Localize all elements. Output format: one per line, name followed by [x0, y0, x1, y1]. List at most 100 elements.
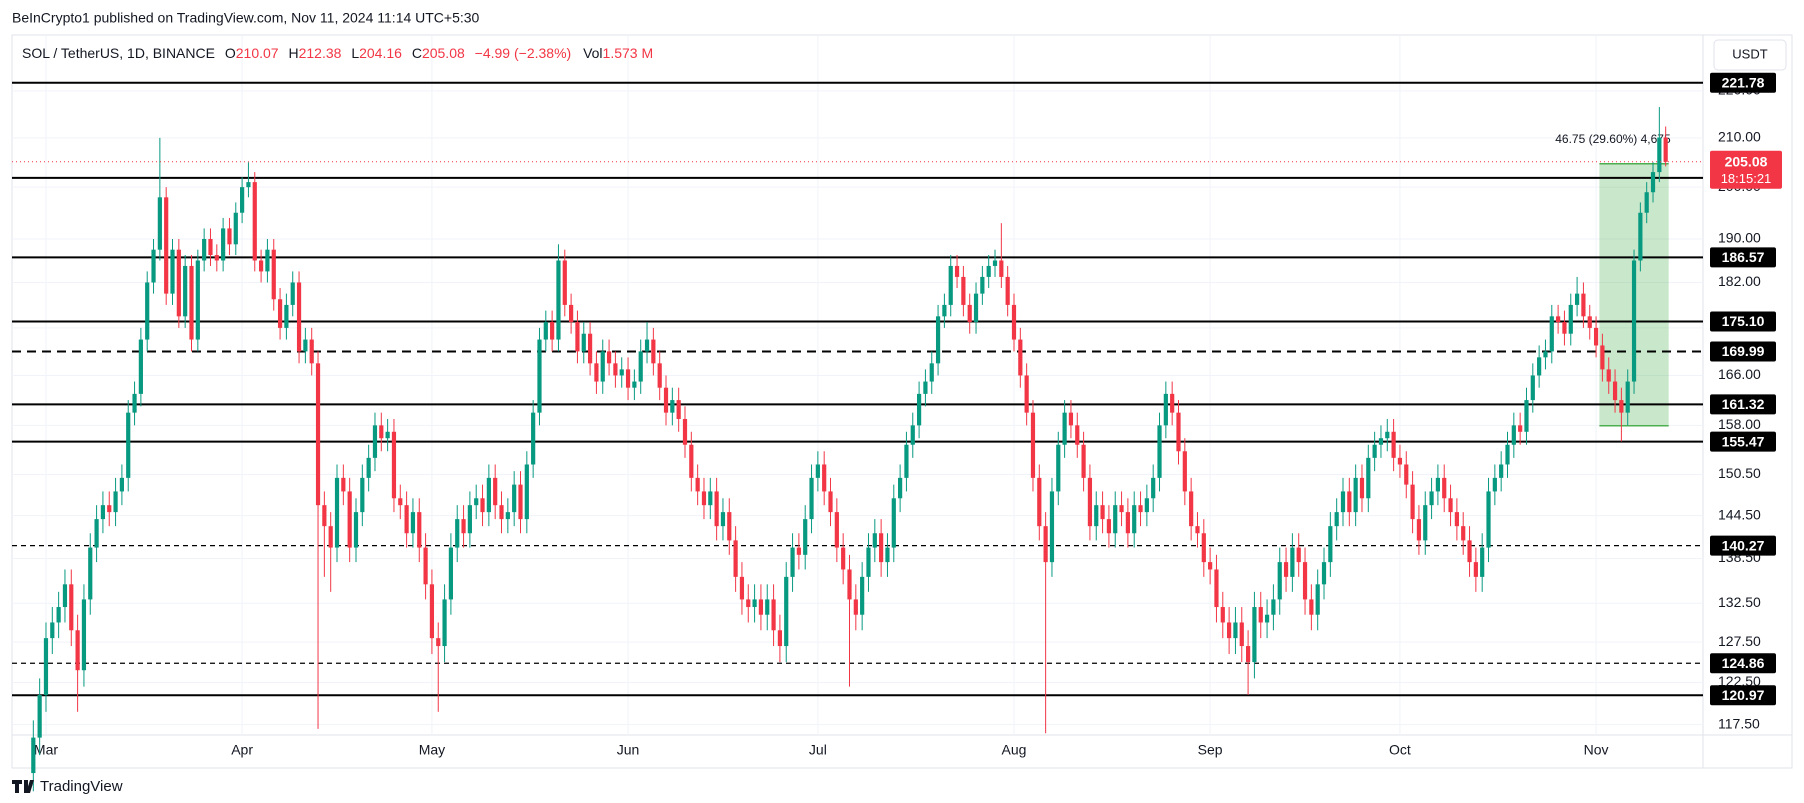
candle-body	[1106, 519, 1112, 534]
candle-body	[455, 519, 460, 548]
candle-body	[1359, 477, 1365, 499]
candle-body	[126, 412, 131, 478]
candle-body	[942, 304, 947, 317]
candle-body	[467, 505, 472, 534]
candle-body	[872, 533, 877, 548]
candle-body	[948, 265, 953, 305]
level-label: 140.27	[1722, 537, 1765, 553]
candle-body	[1170, 393, 1175, 413]
candle-body	[961, 276, 966, 305]
candle-body	[670, 400, 675, 413]
candle-body	[1593, 327, 1599, 346]
candle-body	[1340, 491, 1346, 513]
countdown-label: 18:15:21	[1721, 171, 1772, 186]
candle-body	[303, 339, 308, 352]
legend-value: 204.16	[359, 45, 402, 61]
candle-body	[208, 238, 213, 256]
level-label: 124.86	[1722, 655, 1765, 671]
pane-frame	[11, 34, 1793, 769]
y-tick-label: 158.00	[1718, 416, 1761, 432]
candle-body	[651, 339, 656, 364]
candle-body	[1151, 477, 1156, 499]
candle-body	[784, 576, 789, 647]
level-label: 221.78	[1722, 74, 1765, 90]
candle-body	[1233, 622, 1238, 639]
candle-body	[879, 533, 884, 563]
level-label-box	[1710, 685, 1776, 706]
candle-body	[992, 260, 998, 266]
candle-body	[587, 333, 593, 364]
candle-body	[1397, 457, 1403, 465]
candle-body	[518, 484, 523, 520]
candle-body	[1657, 137, 1662, 173]
level-label-box	[1710, 653, 1776, 674]
candle-body	[1081, 444, 1086, 478]
x-tick-label: Sep	[1198, 742, 1223, 758]
candle-body	[31, 737, 36, 774]
candle-body	[1587, 316, 1592, 328]
candle-body	[777, 630, 783, 647]
candle-body	[1404, 464, 1409, 485]
candle-body	[214, 255, 219, 261]
legend-key: C	[412, 45, 422, 61]
candle-body	[1005, 276, 1010, 305]
candle-body	[119, 477, 124, 492]
candle-body	[708, 491, 713, 506]
candle-body	[663, 387, 669, 413]
candle-body	[1113, 505, 1118, 534]
y-tick-label: 166.00	[1718, 366, 1761, 382]
candle-body	[309, 339, 314, 364]
candle-body	[1321, 562, 1327, 585]
candle-body	[543, 322, 548, 340]
candle-body	[1062, 412, 1067, 445]
candle-body	[1011, 304, 1017, 340]
candle-body	[1189, 491, 1194, 527]
candle-body	[347, 491, 352, 548]
candle-body	[1454, 512, 1459, 527]
candle-body	[1467, 540, 1472, 563]
candle-body	[512, 484, 517, 513]
candle-body	[360, 477, 365, 513]
candle-body	[1302, 562, 1308, 600]
candle-body	[765, 599, 770, 615]
candle-body	[1163, 393, 1168, 426]
candle-body	[714, 491, 719, 527]
y-tick-label: 190.00	[1718, 230, 1761, 246]
y-tick-label: 150.50	[1718, 465, 1761, 481]
candle-body	[62, 584, 68, 608]
candle-body	[986, 265, 991, 277]
candle-body	[227, 228, 232, 245]
candle-body	[37, 694, 42, 738]
y-tick-label: 144.50	[1718, 506, 1761, 522]
candle-body	[1391, 431, 1396, 458]
candle-body	[1423, 505, 1428, 541]
candle-body	[284, 304, 289, 328]
candle-body	[1435, 477, 1441, 492]
legend-value: 210.07	[236, 45, 279, 61]
candle-body	[1568, 304, 1573, 334]
candle-body	[170, 249, 175, 294]
candle-body	[379, 425, 384, 439]
y-tick-label: 127.50	[1718, 633, 1761, 649]
candle-body	[1372, 444, 1377, 458]
candle-body	[790, 547, 795, 577]
candle-body	[657, 363, 662, 388]
candle-body	[448, 547, 453, 600]
candle-body	[916, 393, 922, 426]
candle-body	[1030, 412, 1036, 478]
currency-button[interactable]	[1713, 39, 1787, 71]
candle-body	[904, 444, 909, 478]
candle-body	[1056, 444, 1061, 492]
candle-body	[315, 363, 321, 506]
candle-body	[423, 547, 428, 585]
candle-body	[600, 351, 605, 382]
candle-body	[50, 622, 55, 639]
price-box	[1710, 150, 1782, 189]
candle-body	[1176, 412, 1181, 452]
candle-body	[727, 512, 732, 541]
candle-body	[493, 477, 498, 506]
x-tick-label: Oct	[1389, 742, 1411, 758]
candle-body	[1518, 425, 1523, 432]
currency-label[interactable]: USDT	[1732, 46, 1767, 61]
